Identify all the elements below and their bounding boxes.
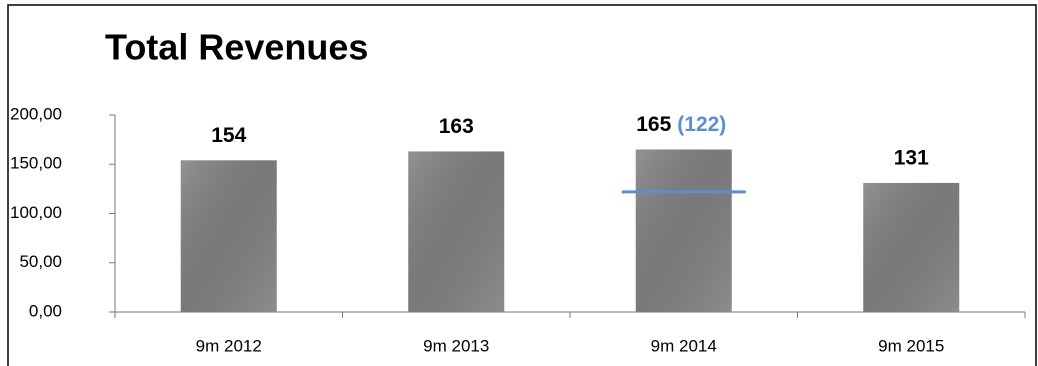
chart-title: Total Revenues (105, 27, 368, 68)
bar-texture (863, 183, 959, 312)
value-label: 163 (439, 115, 474, 138)
x-tick-label: 9m 2012 (196, 336, 262, 355)
y-tick-label: 0,00 (29, 301, 62, 320)
y-tick-label: 200,00 (10, 104, 62, 123)
x-tick-label: 9m 2014 (651, 336, 717, 355)
chart: Total Revenues 0,00 50,00 100,00 150,00 200,… (0, 0, 1038, 366)
value-label: 154 (211, 124, 246, 147)
x-tick-label: 9m 2013 (423, 336, 489, 355)
y-tick-label: 50,00 (19, 252, 62, 271)
bar-texture (636, 149, 732, 312)
bar-texture (408, 151, 504, 312)
y-tick-label: 150,00 (10, 154, 62, 173)
value-label: 131 (894, 147, 929, 170)
y-tick-label: 100,00 (10, 203, 62, 222)
bar-texture (181, 160, 277, 312)
annotation-label: (122) (677, 113, 726, 136)
value-label: 165 (636, 113, 671, 136)
x-tick-label: 9m 2015 (878, 336, 944, 355)
